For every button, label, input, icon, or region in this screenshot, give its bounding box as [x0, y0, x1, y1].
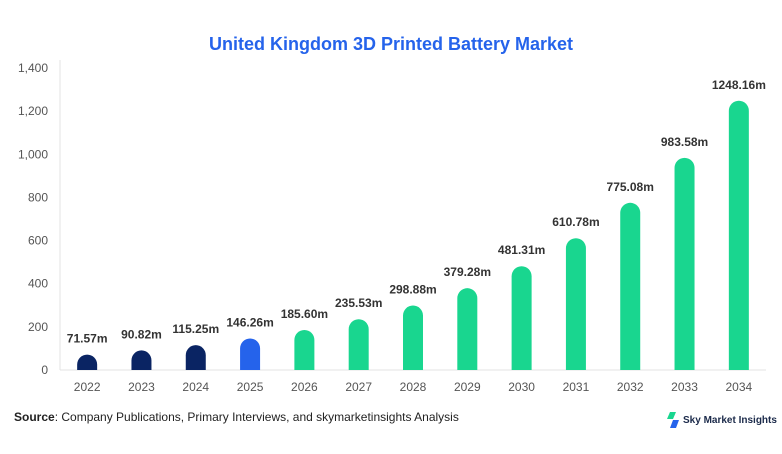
x-tick-label: 2029	[454, 380, 481, 394]
data-label: 235.53m	[335, 296, 382, 310]
x-tick-label: 2033	[671, 380, 698, 394]
data-label: 610.78m	[552, 215, 599, 229]
data-label: 71.57m	[67, 332, 108, 346]
x-tick-label: 2028	[400, 380, 427, 394]
x-tick-label: 2030	[508, 380, 535, 394]
logo-icon	[667, 412, 679, 428]
data-label: 481.31m	[498, 243, 545, 257]
logo-text: Sky Market Insights	[683, 414, 777, 426]
bar-2030	[511, 266, 532, 370]
source-note: Source: Company Publications, Primary In…	[14, 410, 459, 424]
data-label: 1248.16m	[712, 78, 766, 92]
data-label: 115.25m	[172, 322, 219, 336]
x-tick-label: 2024	[182, 380, 209, 394]
x-tick-label: 2032	[617, 380, 644, 394]
source-label: Source	[14, 410, 55, 424]
bar-2026	[294, 329, 315, 370]
bar-2029	[457, 288, 478, 370]
y-tick-label: 1,000	[18, 147, 48, 161]
source-text: : Company Publications, Primary Intervie…	[54, 410, 459, 424]
data-label: 90.82m	[121, 327, 162, 341]
bar-2031	[565, 238, 586, 370]
x-tick-label: 2025	[237, 380, 264, 394]
x-tick-label: 2026	[291, 380, 318, 394]
bar-2033	[674, 157, 695, 370]
x-tick-label: 2022	[74, 380, 101, 394]
bar-2024	[185, 345, 206, 370]
bar-2027	[348, 319, 369, 370]
y-tick-label: 0	[41, 363, 48, 377]
data-label: 775.08m	[607, 180, 654, 194]
y-tick-label: 800	[28, 190, 48, 204]
bar-2023	[131, 350, 152, 370]
y-tick-label: 600	[28, 234, 48, 248]
y-tick-label: 400	[28, 277, 48, 291]
x-tick-label: 2034	[725, 380, 752, 394]
data-label: 146.26m	[226, 315, 273, 329]
x-tick-label: 2031	[563, 380, 590, 394]
y-tick-label: 1,200	[18, 104, 48, 118]
x-tick-label: 2023	[128, 380, 155, 394]
bar-2034	[728, 100, 749, 370]
chart-title: United Kingdom 3D Printed Battery Market	[208, 34, 574, 54]
data-label: 379.28m	[444, 265, 491, 279]
bar-2028	[403, 305, 423, 370]
y-tick-label: 1,400	[18, 61, 48, 75]
bar-2032	[620, 202, 641, 370]
data-label: 185.60m	[281, 307, 328, 321]
bar-2022	[77, 354, 98, 370]
y-tick-label: 200	[28, 320, 48, 334]
x-tick-label: 2027	[345, 380, 372, 394]
bar-2025	[240, 338, 261, 370]
data-label: 298.88m	[389, 283, 436, 297]
data-label: 983.58m	[661, 135, 708, 149]
logo: Sky Market Insights	[667, 412, 777, 428]
